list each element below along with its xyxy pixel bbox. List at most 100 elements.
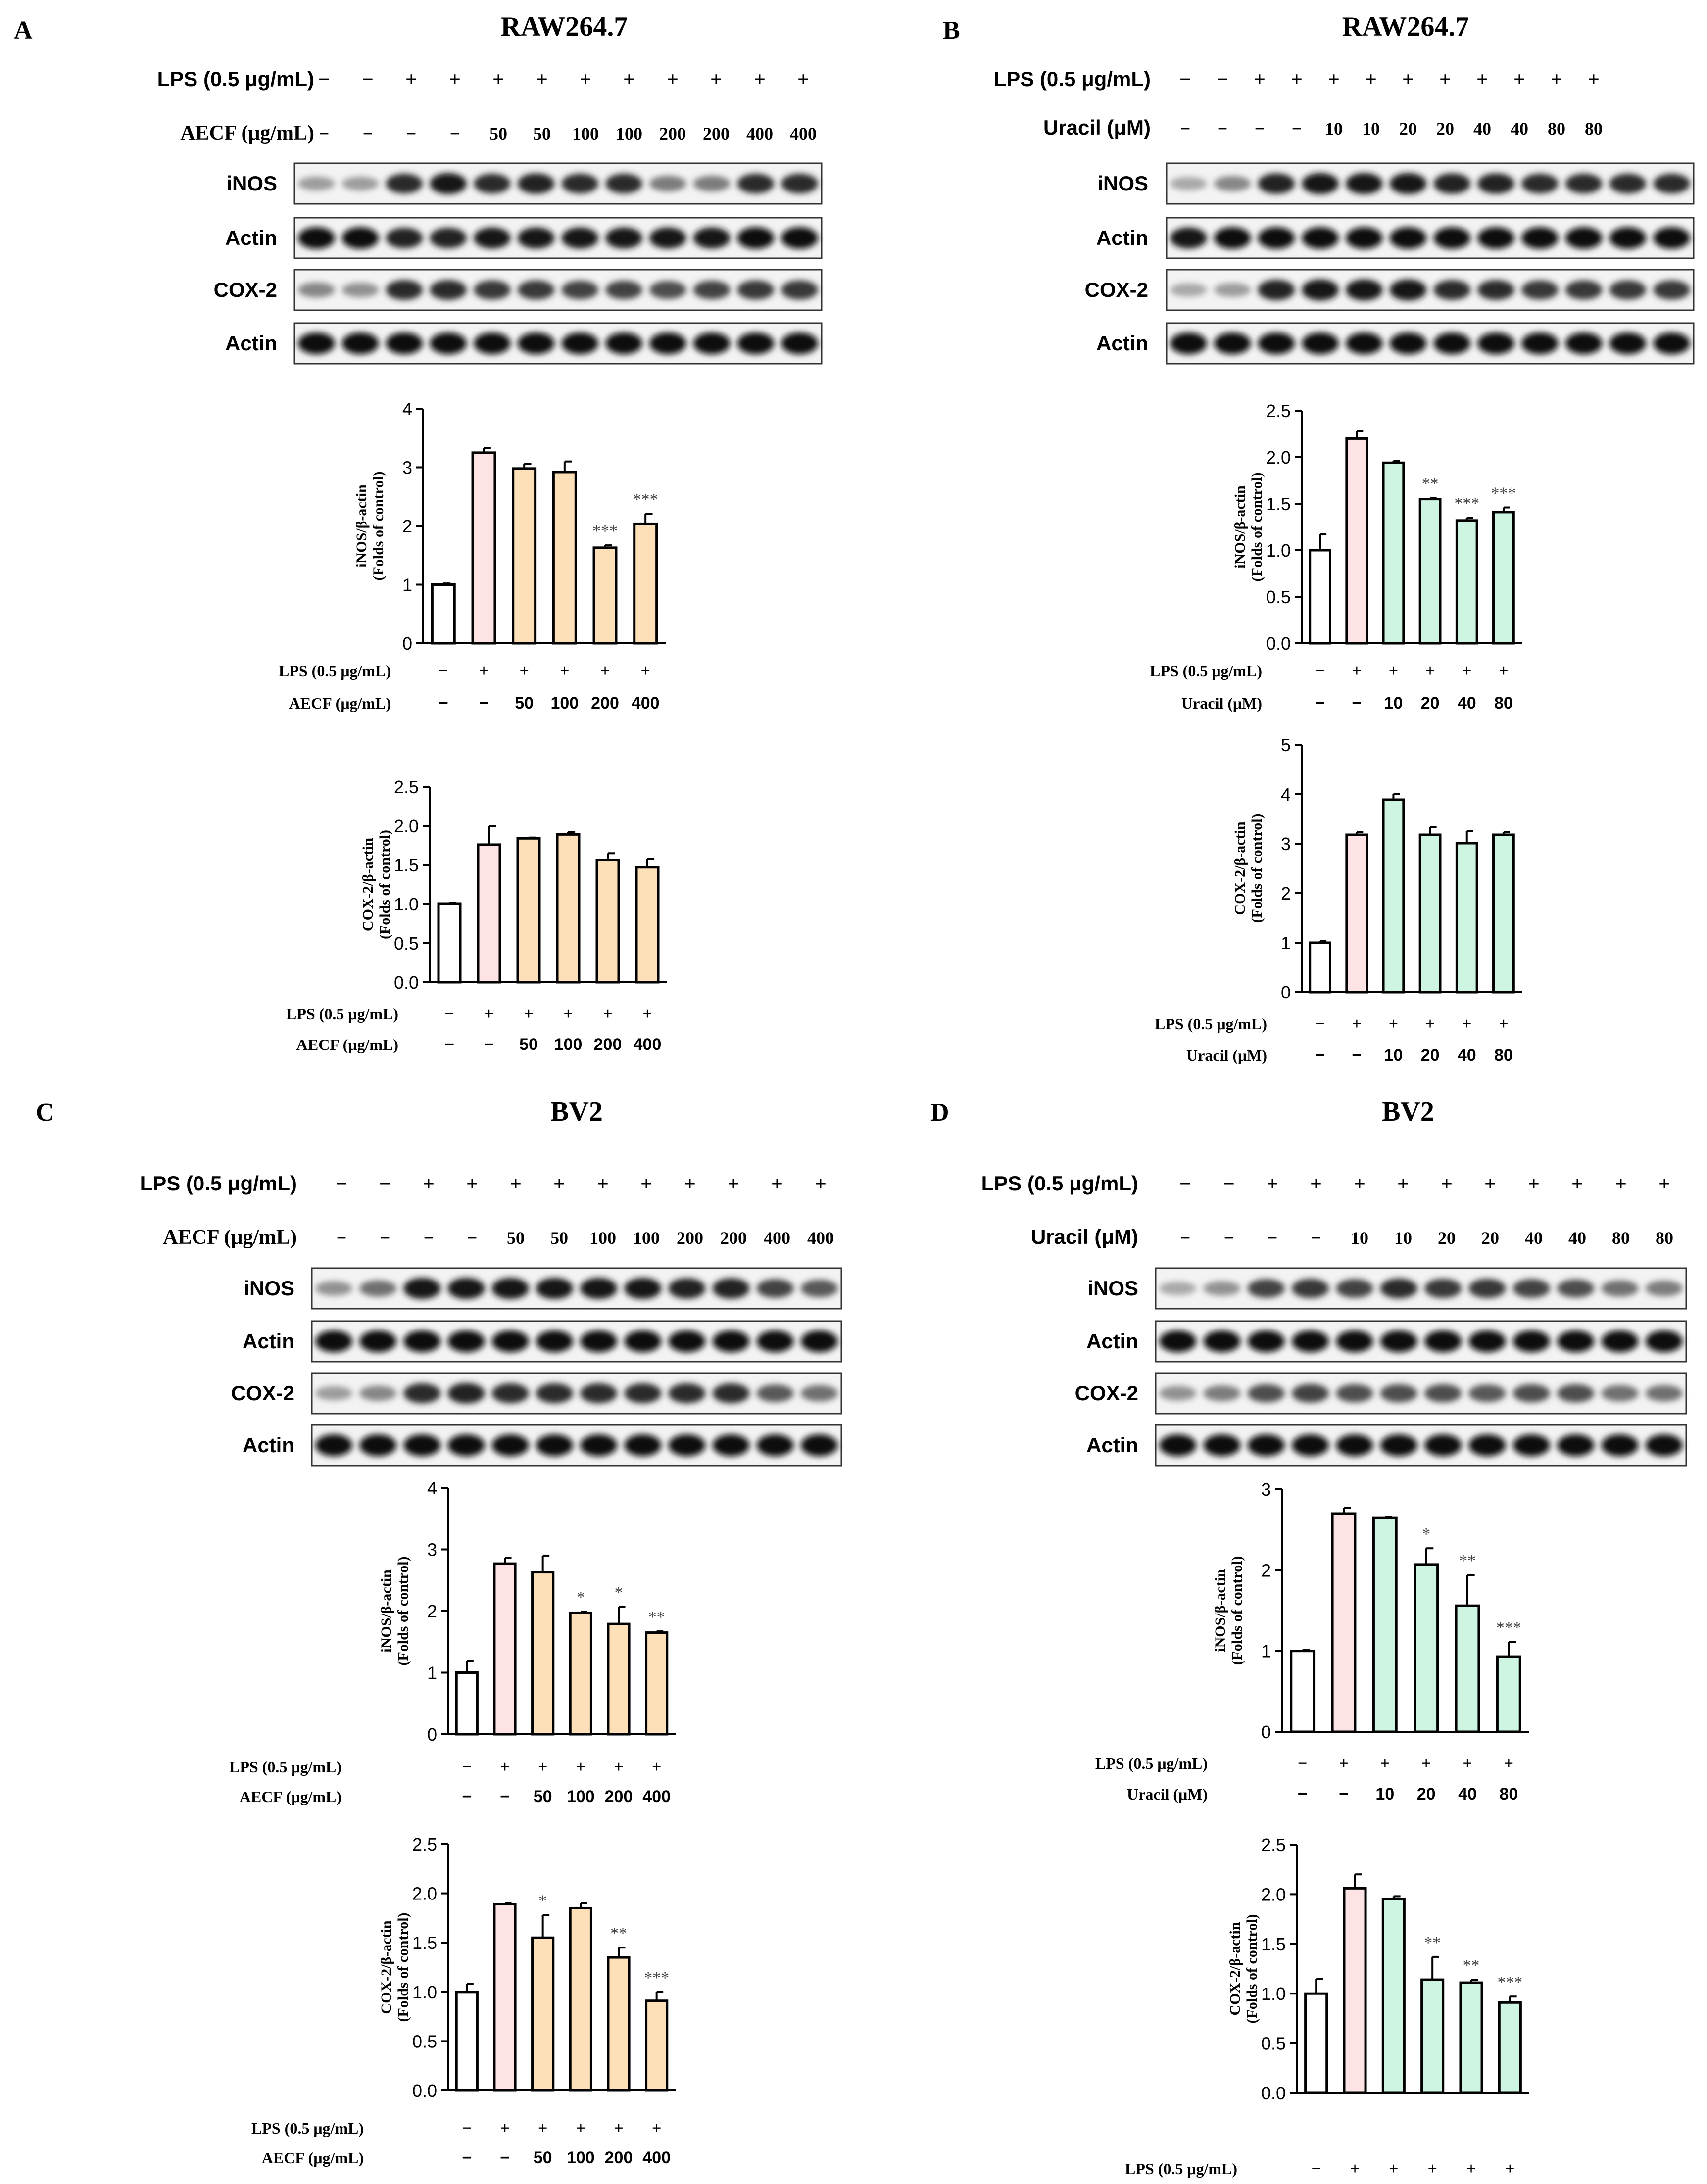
blot-band	[693, 227, 731, 249]
blot-lps-sign: +	[1476, 68, 1488, 91]
x-treatment-value: −	[500, 2148, 510, 2167]
blot-band	[315, 1330, 353, 1352]
x-treatment-label: AECF (μg/mL)	[240, 1788, 341, 1805]
bar-chart-c-cox2: 0.0 0.5 1.0 1.5 2.0 2.5 COX-2/β-actin (Folds of…	[251, 1834, 676, 2167]
x-lps-sign: +	[563, 1005, 573, 1023]
significance-mark: ***	[1496, 1619, 1521, 1637]
x-treatment-value: 200	[591, 694, 619, 712]
blot-band	[781, 173, 818, 194]
blot-lps-sign: −	[1223, 1173, 1235, 1195]
y-tick-label: 2.0	[1261, 1884, 1286, 1904]
blot-band	[430, 228, 467, 248]
blot-row-label: Actin	[1086, 1329, 1138, 1353]
panel-d: D BV2 LPS (0.5 μg/mL) Uracil (μM) − − + + + + + + + +…	[930, 1096, 1687, 2178]
blot-lps-label: LPS (0.5 μg/mL)	[157, 67, 314, 91]
blot-band	[1389, 332, 1427, 354]
blot-row-label: iNOS	[1097, 172, 1148, 195]
y-axis-label-sub: (Folds of control)	[370, 471, 387, 580]
blot-band	[1645, 1434, 1683, 1456]
blot-treatment-value: −	[1180, 1228, 1191, 1248]
blot-band	[1302, 173, 1339, 194]
x-lps-sign: +	[1352, 662, 1362, 680]
bar	[1290, 1650, 1316, 1733]
blot-band	[1557, 1384, 1595, 1403]
blot-band	[1653, 332, 1690, 354]
blot-band	[1565, 280, 1603, 300]
y-axis-label: COX-2/β-actin	[1227, 1922, 1243, 2015]
blot-band	[1512, 1330, 1550, 1352]
bar	[1381, 1898, 1406, 2094]
blot-treatment-value: 80	[1612, 1228, 1630, 1248]
x-treatment-value: 20	[1421, 1046, 1440, 1065]
blot-band	[624, 1434, 662, 1456]
x-treatment-value: 20	[1417, 1785, 1436, 1804]
blot-band	[491, 1278, 529, 1299]
x-lps-sign: +	[1462, 662, 1471, 680]
x-lps-sign: +	[519, 662, 529, 680]
blot-treatment-value: 400	[807, 1228, 834, 1248]
x-treatment-value: 10	[1384, 1046, 1403, 1065]
blot-band	[1336, 1330, 1373, 1352]
blot-band	[1512, 1279, 1550, 1298]
blot-row-label: Actin	[243, 1433, 294, 1457]
x-lps-sign: +	[1425, 1015, 1435, 1033]
blot-band	[781, 332, 818, 354]
blot-band	[624, 1383, 662, 1404]
blot-treatment-value: −	[363, 124, 373, 143]
y-tick-label: 2.5	[412, 1834, 437, 1854]
blot-band	[1159, 1282, 1197, 1295]
blot-band	[386, 173, 423, 194]
blot-lps-sign: +	[728, 1173, 739, 1195]
blot-band	[474, 227, 511, 249]
bar	[1382, 798, 1405, 994]
y-tick-label: 2	[1281, 883, 1291, 903]
blot-band	[403, 1330, 441, 1352]
blot-band	[1601, 1280, 1639, 1297]
blot-band	[315, 1434, 353, 1456]
blot-band	[1346, 332, 1383, 354]
blot-band	[1380, 1278, 1417, 1299]
y-tick-label: 2.5	[394, 777, 419, 797]
y-tick-label: 0.0	[1266, 633, 1291, 654]
x-lps-sign: +	[640, 662, 650, 680]
blot-band	[1159, 1386, 1197, 1401]
blot-lps-sign: −	[336, 1173, 347, 1195]
y-tick-label: 0	[1261, 1722, 1271, 1742]
y-tick-label: 2.5	[1261, 1835, 1286, 1855]
y-tick-label: 2.5	[1266, 401, 1291, 421]
x-lps-label: LPS (0.5 μg/mL)	[279, 662, 391, 680]
blot-band	[1433, 280, 1471, 300]
blot-band	[737, 227, 775, 249]
x-treatment-value: 10	[1384, 694, 1403, 712]
blot-band	[1292, 1434, 1329, 1456]
blot-band	[1302, 227, 1339, 249]
bar	[1455, 1604, 1480, 1733]
bar	[512, 467, 537, 645]
blot-band	[693, 332, 731, 354]
x-treatment-value: −	[1339, 1785, 1349, 1804]
blot-band	[359, 1434, 397, 1456]
blot-treatment-value: 200	[659, 124, 686, 143]
blot-band	[341, 176, 379, 191]
blot-lps-sign: +	[1658, 1173, 1670, 1195]
panel-letter: C	[36, 1098, 54, 1127]
y-axis-label: COX-2/β-actin	[378, 1920, 394, 2014]
bar	[477, 843, 501, 984]
y-tick-label: 5	[1281, 735, 1291, 755]
x-lps-sign: +	[600, 662, 610, 680]
blot-treatment-value: 50	[507, 1228, 525, 1248]
blot-treatment-value: 10	[1325, 119, 1343, 139]
panel-letter: D	[930, 1098, 949, 1127]
y-tick-label: 1.5	[394, 855, 419, 875]
blot-band	[430, 280, 467, 300]
blot-row-label: Actin	[225, 226, 277, 249]
blot-treatment-label: Uracil (μM)	[1043, 116, 1151, 139]
blot-band	[1609, 280, 1647, 300]
y-tick-label: 2	[402, 516, 412, 536]
blot-band	[1601, 1434, 1639, 1456]
bar	[1372, 1516, 1398, 1733]
bar	[1304, 1992, 1328, 2094]
bar	[431, 583, 456, 645]
blot-treatment-value: −	[424, 1228, 434, 1248]
blot-band	[712, 1278, 750, 1299]
